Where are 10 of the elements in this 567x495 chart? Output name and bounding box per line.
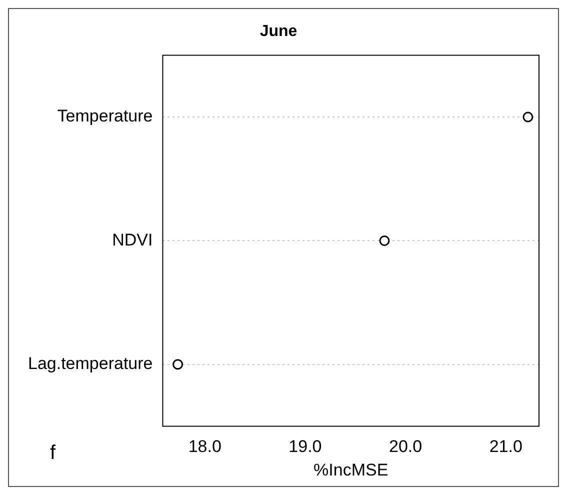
x-tick-label: 19.0 [288, 437, 322, 456]
y-tick-label: NDVI [112, 230, 153, 250]
text: f [50, 442, 56, 464]
x-tick-label: 21.0 [489, 437, 522, 456]
x-tick-label: 20.0 [389, 437, 422, 456]
x-tick-label: 18.0 [188, 437, 222, 456]
chart-title: June [260, 23, 298, 40]
x-axis-title: %IncMSE [314, 460, 388, 480]
y-tick-label: Lag.temperature [28, 354, 153, 374]
y-tick-label: Temperature [57, 106, 153, 126]
